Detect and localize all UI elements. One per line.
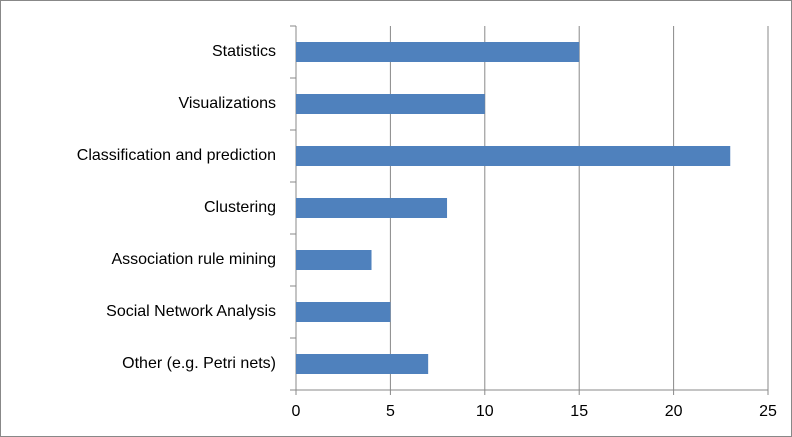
bar: [296, 354, 429, 374]
y-tick-label: Statistics: [212, 43, 276, 60]
x-tick-label: 0: [292, 403, 301, 420]
x-tick-label: 20: [665, 403, 683, 420]
x-tick-label: 25: [759, 403, 777, 420]
y-tick-label: Association rule mining: [111, 251, 276, 268]
y-tick-label: Social Network Analysis: [106, 303, 276, 320]
bar: [296, 198, 448, 218]
bar: [296, 42, 580, 62]
bar: [296, 250, 372, 270]
y-tick-label: Other (e.g. Petri nets): [122, 355, 276, 372]
x-tick-label: 5: [386, 403, 395, 420]
y-tick-label: Visualizations: [178, 95, 276, 112]
y-tick-label: Classification and prediction: [77, 147, 276, 164]
y-tick-label: Clustering: [204, 199, 276, 216]
bar: [296, 302, 391, 322]
x-tick-label: 15: [570, 403, 588, 420]
bar: [296, 146, 731, 166]
bar: [296, 94, 485, 114]
x-tick-label: 10: [476, 403, 494, 420]
